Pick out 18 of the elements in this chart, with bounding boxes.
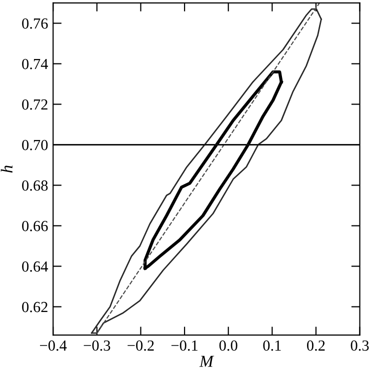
y-axis-title: h	[0, 166, 12, 173]
x-axis-title: M	[199, 356, 214, 367]
x-tick-label: −0.4	[40, 340, 67, 351]
y-tick-label: 0.72	[22, 99, 48, 110]
y-tick-label: 0.62	[22, 302, 48, 312]
y-tick-label: 0.76	[22, 18, 48, 29]
y-tick-label: 0.68	[22, 180, 48, 191]
y-tick-label: 0.66	[22, 220, 48, 232]
y-tick-label: 0.70	[22, 140, 48, 150]
x-tick-label: 0.0	[219, 340, 238, 351]
x-tick-label: −0.2	[128, 340, 154, 351]
x-tick-label: −0.3	[84, 340, 110, 351]
y-tick-label: 0.64	[22, 261, 48, 272]
x-tick-label: 0.2	[307, 340, 325, 351]
x-tick-label: 0.1	[263, 340, 281, 351]
x-tick-label: −0.1	[171, 340, 198, 351]
x-tick-label: 0.3	[350, 340, 369, 351]
y-tick-label: 0.74	[22, 58, 48, 70]
